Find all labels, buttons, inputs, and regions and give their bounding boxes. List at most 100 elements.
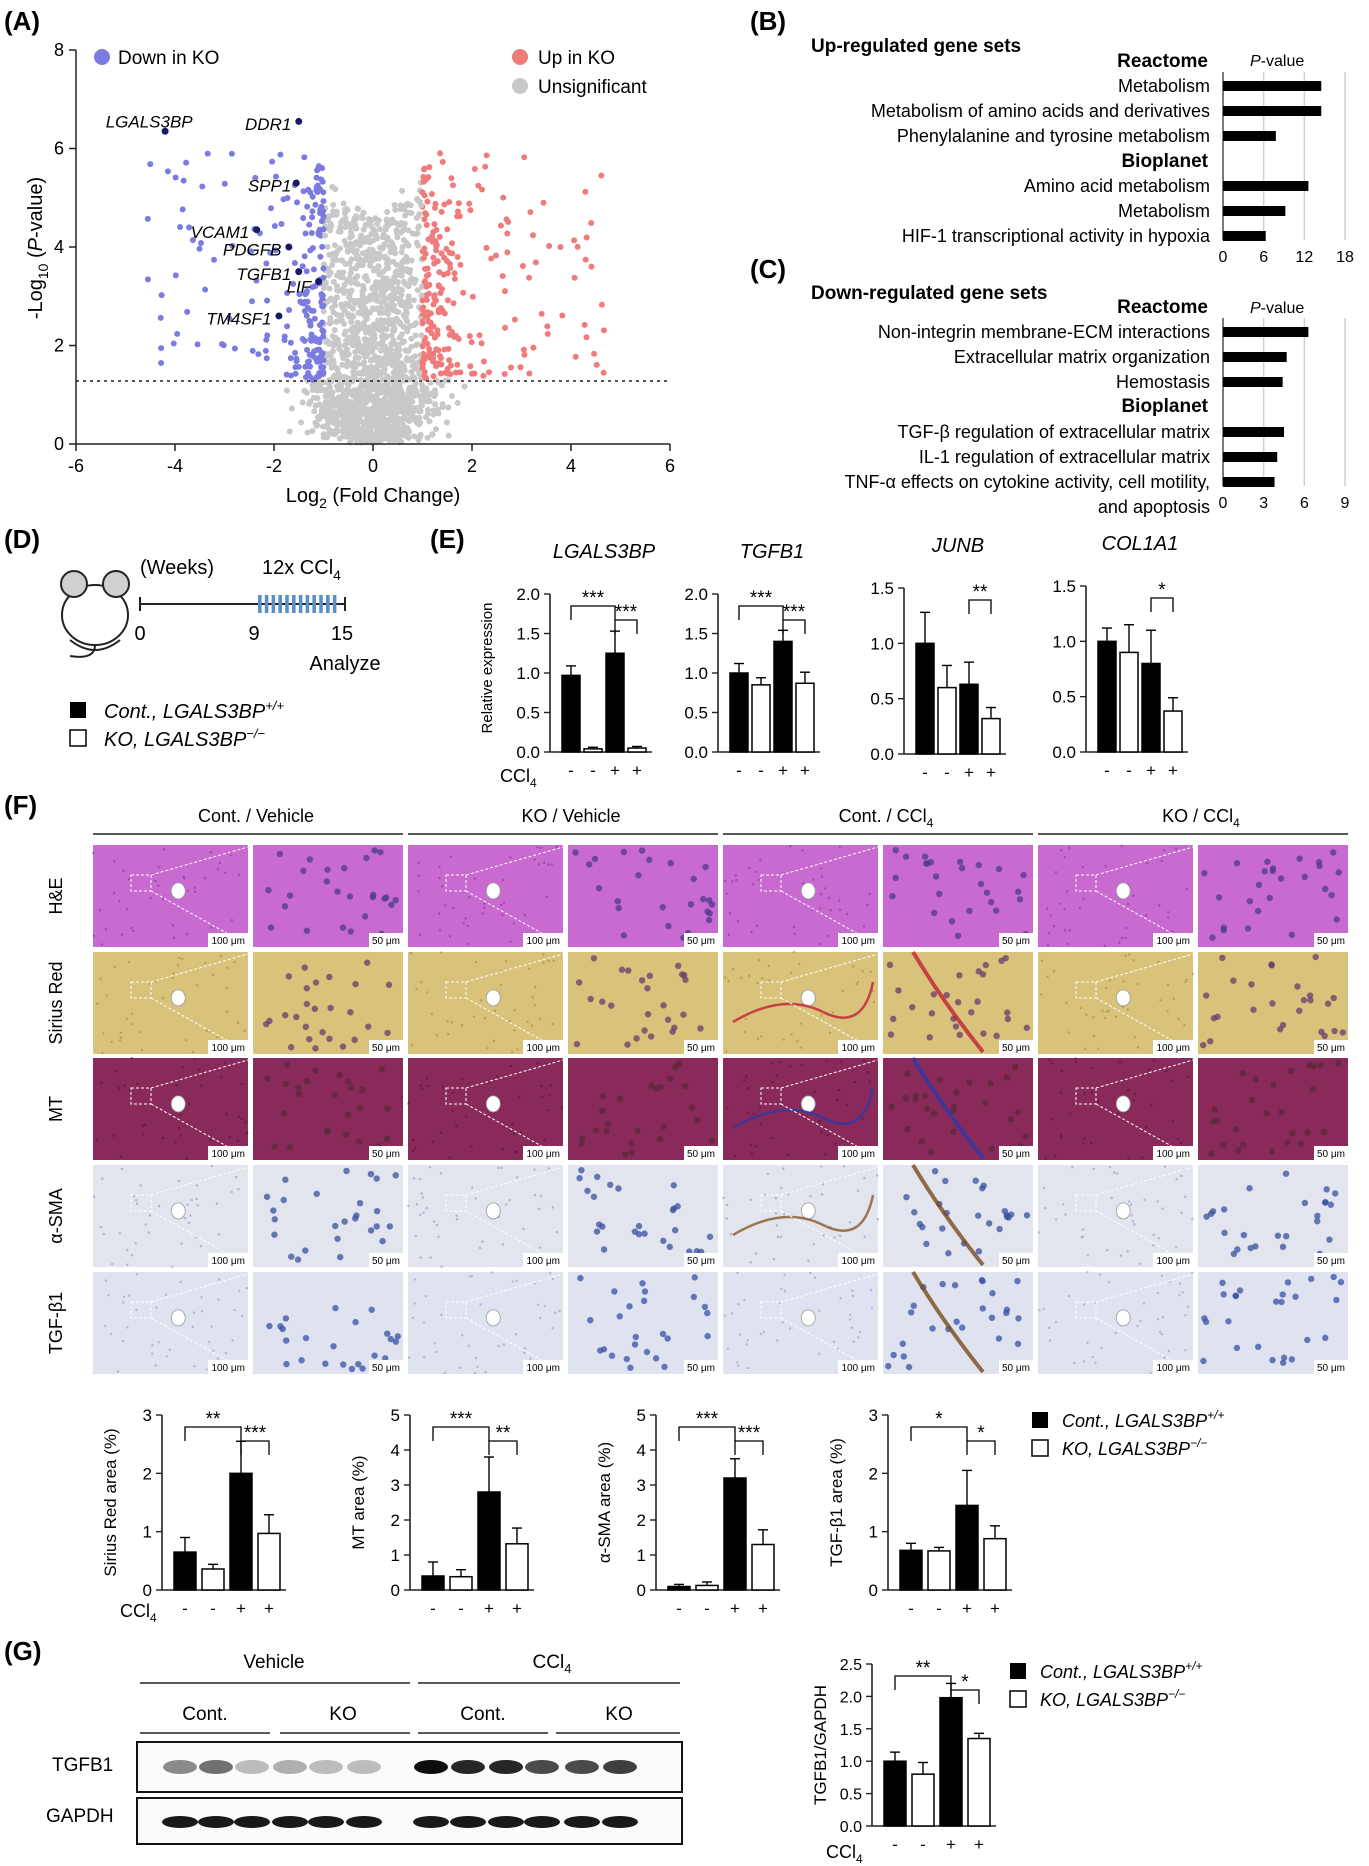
- tissue-speck: [736, 1364, 740, 1367]
- tissue-speck: [533, 1282, 537, 1285]
- injection-tick: [264, 595, 269, 613]
- tissue-nucleus: [1333, 1296, 1340, 1304]
- wb-ko-label-1: KO: [329, 1704, 356, 1725]
- scale-bar-bg: [523, 1040, 563, 1054]
- volcano-point: [443, 245, 450, 252]
- tissue-nucleus: [1328, 891, 1335, 899]
- tissue-speck: [1096, 1047, 1100, 1050]
- tissue-nucleus: [394, 1333, 401, 1340]
- volcano-point: [443, 419, 450, 426]
- tissue-nucleus: [379, 1237, 386, 1245]
- tissue-speck: [1158, 1330, 1162, 1333]
- volcano-point: [302, 291, 309, 298]
- histology-lowmag: 100 μm: [1038, 1057, 1194, 1160]
- tissue-speck: [857, 1336, 860, 1339]
- tissue-speck: [1128, 1200, 1131, 1203]
- tissue-speck: [446, 1020, 449, 1023]
- injection-tick: [292, 595, 296, 613]
- tissue-nucleus: [1255, 881, 1263, 888]
- tissue-speck: [869, 1288, 873, 1292]
- bar-y-tick-label: 0: [637, 1581, 646, 1600]
- tissue-speck: [872, 1000, 875, 1004]
- volcano-point: [267, 205, 274, 212]
- legend-ko-swatch: [69, 729, 87, 747]
- volcano-point: [314, 414, 321, 421]
- volcano-point: [482, 163, 489, 170]
- tissue-nucleus: [659, 904, 666, 911]
- tissue-speck: [855, 982, 858, 986]
- volcano-point: [331, 396, 338, 403]
- volcano-point: [424, 434, 431, 441]
- volcano-point: [419, 358, 426, 365]
- tissue-speck: [809, 1195, 812, 1198]
- tissue-nucleus: [1211, 1106, 1219, 1113]
- volcano-point: [296, 291, 303, 298]
- panel-letter-e: (E): [430, 524, 465, 554]
- volcano-point: [287, 372, 294, 379]
- tissue-nucleus: [590, 1193, 598, 1200]
- tissue-nucleus: [342, 1131, 350, 1138]
- tissue-speck: [1081, 1228, 1085, 1231]
- tissue-nucleus: [614, 898, 621, 905]
- bar-chart-qpcr_COL1A1: 0.00.51.01.5- - + +*COL1A1: [1052, 533, 1188, 780]
- enrich-bar: [1223, 377, 1283, 387]
- sig-bracket: [432, 1426, 490, 1441]
- tissue-speck: [746, 1339, 749, 1342]
- tissue-nucleus: [578, 1140, 585, 1147]
- tissue-speck: [203, 877, 207, 880]
- tissue-speck: [1145, 914, 1148, 917]
- tissue-nucleus: [675, 1060, 683, 1067]
- tissue-speck: [756, 1037, 759, 1040]
- injection-tick: [319, 595, 323, 613]
- tissue-speck: [523, 1347, 527, 1350]
- tissue-nucleus: [311, 1005, 319, 1013]
- tissue-speck: [412, 1177, 416, 1180]
- tissue-nucleus: [911, 1209, 918, 1216]
- tissue-speck: [1048, 1326, 1051, 1330]
- volcano-point: [269, 158, 276, 165]
- volcano-point: [499, 273, 506, 280]
- tissue-speck: [501, 1243, 505, 1246]
- tissue-speck: [1139, 1320, 1142, 1323]
- enrich-tick-label: 12: [1295, 249, 1313, 266]
- enrich-bar: [1223, 106, 1322, 116]
- tissue-nucleus: [1246, 897, 1254, 905]
- central-vein: [800, 989, 816, 1007]
- tissue-speck: [1139, 1262, 1142, 1266]
- tissue-speck: [193, 890, 197, 894]
- legend-f-ko-swatch: [1031, 1439, 1049, 1457]
- zoom-box: [1075, 874, 1097, 892]
- volcano-point: [306, 221, 313, 228]
- enrich-bar: [1223, 131, 1276, 141]
- tissue-speck: [530, 1024, 534, 1027]
- tissue-speck: [1124, 954, 1127, 957]
- tissue-nucleus: [263, 1193, 271, 1200]
- tissue-nucleus: [1254, 907, 1262, 915]
- tissue-speck: [99, 1225, 102, 1229]
- bar-ccl4-sign: -: [892, 1835, 898, 1854]
- scale-bar-bg: [999, 933, 1033, 947]
- volcano-point: [338, 312, 345, 319]
- volcano-point: [310, 307, 317, 314]
- tissue-speck: [237, 1290, 241, 1293]
- tissue-speck: [209, 926, 213, 929]
- volcano-point: [583, 334, 590, 341]
- tissue-nucleus: [298, 1357, 305, 1364]
- tissue-nucleus: [980, 1030, 987, 1037]
- scale-bar-bg: [208, 933, 248, 947]
- tissue-nucleus: [682, 976, 689, 983]
- tissue-nucleus: [1279, 1291, 1286, 1298]
- tissue-nucleus: [635, 872, 642, 879]
- volcano-point: [357, 310, 364, 317]
- tissue-nucleus: [988, 1145, 995, 1152]
- tissue-nucleus: [355, 1138, 363, 1145]
- tissue-nucleus: [282, 1080, 290, 1088]
- volcano-labeled-point: [292, 179, 300, 187]
- volcano-y-tick-label: 6: [54, 139, 64, 159]
- volcano-point: [345, 431, 352, 438]
- tissue-speck: [1081, 1235, 1085, 1238]
- tissue-nucleus: [979, 971, 987, 978]
- volcano-x-tick-label: -4: [167, 456, 183, 476]
- wb-band-tgfb1: [235, 1760, 269, 1774]
- zoom-box: [760, 1087, 782, 1105]
